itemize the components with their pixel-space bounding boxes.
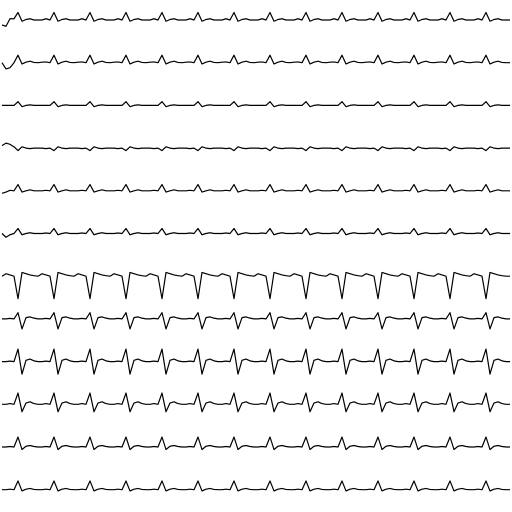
ecg-trace	[2, 101, 510, 108]
ecg-trace	[2, 480, 510, 492]
ecg-trace	[2, 348, 510, 375]
ecg-trace	[1, 54, 510, 70]
ecg-trace	[1, 142, 510, 152]
ecg-trace	[1, 227, 510, 238]
ecg-trace	[2, 392, 510, 413]
ecg-trace	[2, 436, 510, 451]
ecg-trace	[1, 183, 510, 194]
ecg-trace	[1, 11, 510, 27]
ecg-trace	[2, 312, 510, 330]
ecg-trace	[1, 271, 510, 300]
